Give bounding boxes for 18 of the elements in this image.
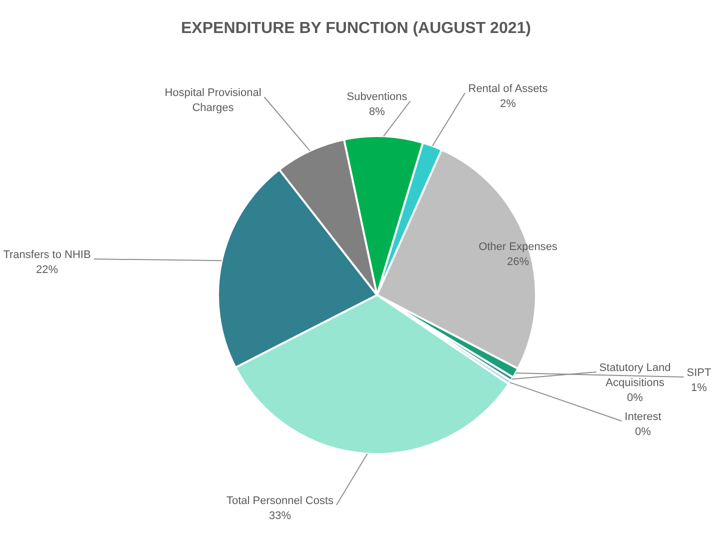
chart-title: EXPENDITURE BY FUNCTION (AUGUST 2021) <box>180 20 532 38</box>
slice-label: SIPT <box>686 367 712 380</box>
slice-label: Statutory Land Acquisitions <box>599 362 671 390</box>
data-label: 33% <box>268 510 292 522</box>
data-label: 0% <box>635 426 652 438</box>
slice-label: Total Personnel Costs <box>226 495 334 508</box>
data-label: 0% <box>627 392 644 404</box>
slice-label: Rental of Assets <box>468 83 548 96</box>
data-label: 26% <box>506 256 530 268</box>
slice-label: Transfers to NHIB <box>3 249 91 262</box>
data-label: 2% <box>500 98 516 110</box>
data-label: 8% <box>369 106 386 118</box>
slice-label: Interest <box>624 411 662 424</box>
slice-label: Hospital Provisional Charges <box>164 87 262 114</box>
data-label: 22% <box>36 264 58 276</box>
data-label: 1% <box>691 382 708 394</box>
slice-label: Other Expenses <box>478 241 558 254</box>
slice-label: Subventions <box>346 91 408 104</box>
